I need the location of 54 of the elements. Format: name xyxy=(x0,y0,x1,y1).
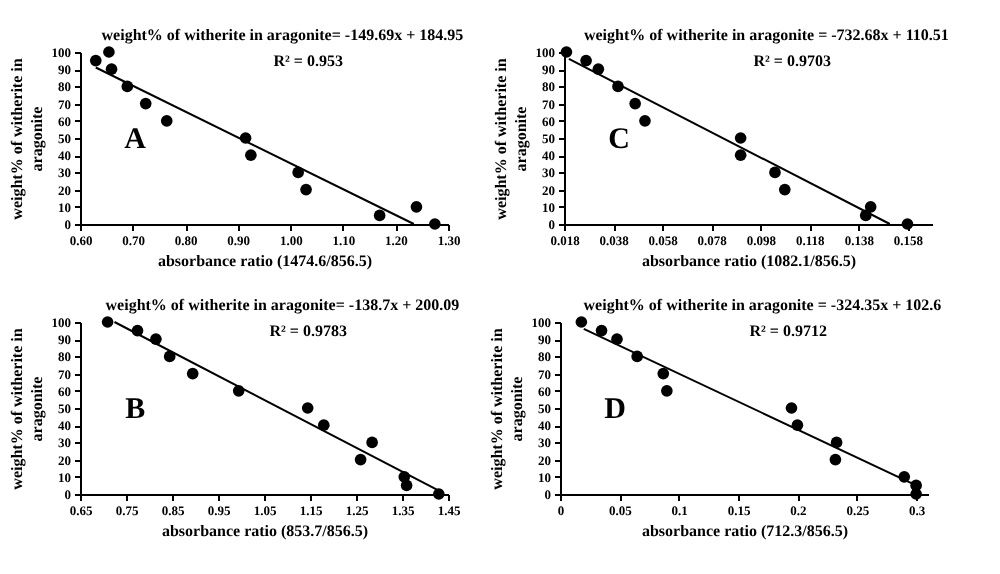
point xyxy=(139,97,152,110)
annotation: B xyxy=(125,394,146,426)
y-axis-title: weight% of witherite in aragonite xyxy=(487,327,526,490)
y-axis-title: weight% of witherite in aragonite xyxy=(7,57,46,220)
point xyxy=(864,200,877,213)
point xyxy=(778,183,791,196)
annotation: D xyxy=(604,394,627,426)
point xyxy=(160,114,173,127)
point xyxy=(734,149,747,162)
point xyxy=(901,218,914,230)
point xyxy=(560,46,573,58)
point xyxy=(769,166,781,179)
annotation: R² = 0.9712 xyxy=(749,322,827,340)
annotation: C xyxy=(608,124,631,156)
text: weight% of witherite in aragonite = -732.68x + 110.51 xyxy=(583,26,949,44)
point xyxy=(575,316,588,328)
point xyxy=(101,316,114,328)
point xyxy=(657,367,670,380)
point xyxy=(245,149,257,162)
point xyxy=(89,54,102,67)
point xyxy=(429,218,441,230)
text: weight% of witherite in aragonite= -138.7x + 200.09 xyxy=(105,296,460,314)
x-axis-title: absorbance ratio (853.7/856.5) xyxy=(161,522,369,540)
annotation: R² = 0.9703 xyxy=(753,52,831,70)
text: weight% of witherite in aragonite= -149.69x + 184.95 xyxy=(101,26,464,44)
point xyxy=(629,97,641,110)
point xyxy=(595,324,608,337)
point xyxy=(639,114,651,127)
x-axis-title: absorbance ratio (712.3/856.5) xyxy=(641,522,849,540)
point xyxy=(186,367,199,380)
y-axis-title: weight% of witherite in aragonite xyxy=(491,57,530,220)
point xyxy=(301,402,314,414)
point xyxy=(300,183,312,196)
annotation: R² = 0.953 xyxy=(273,52,343,70)
point xyxy=(366,436,378,449)
point xyxy=(580,54,592,67)
point xyxy=(829,453,842,466)
point xyxy=(400,479,413,492)
annotation: A xyxy=(124,124,147,156)
text: weight% of witherite in aragonite = -324.35x + 102.6 xyxy=(583,296,942,314)
point xyxy=(734,132,747,144)
x-axis-title: absorbance ratio (1474.6/856.5) xyxy=(157,252,373,270)
x-axis-title: absorbance ratio (1082.1/856.5) xyxy=(641,252,857,270)
point xyxy=(105,63,118,76)
point xyxy=(373,209,386,222)
point xyxy=(910,488,922,500)
annotation: R² = 0.9783 xyxy=(269,322,347,340)
point xyxy=(354,453,367,466)
point xyxy=(785,402,798,414)
point xyxy=(432,488,445,500)
y-axis-title: weight% of witherite in aragonite xyxy=(7,327,46,490)
point xyxy=(661,384,673,397)
point xyxy=(103,46,115,58)
point xyxy=(410,200,423,213)
